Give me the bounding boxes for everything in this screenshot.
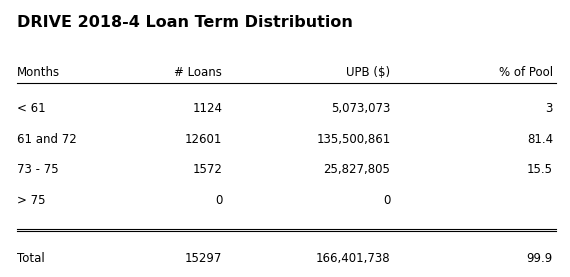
Text: 1572: 1572 — [193, 163, 222, 176]
Text: 81.4: 81.4 — [527, 133, 553, 146]
Text: 12601: 12601 — [185, 133, 222, 146]
Text: 15297: 15297 — [185, 252, 222, 265]
Text: > 75: > 75 — [17, 194, 46, 207]
Text: 5,073,073: 5,073,073 — [331, 102, 390, 116]
Text: 3: 3 — [545, 102, 553, 116]
Text: 25,827,805: 25,827,805 — [324, 163, 390, 176]
Text: 166,401,738: 166,401,738 — [316, 252, 390, 265]
Text: < 61: < 61 — [17, 102, 46, 116]
Text: 1124: 1124 — [192, 102, 222, 116]
Text: # Loans: # Loans — [174, 66, 222, 79]
Text: 0: 0 — [215, 194, 222, 207]
Text: 15.5: 15.5 — [527, 163, 553, 176]
Text: % of Pool: % of Pool — [499, 66, 553, 79]
Text: Months: Months — [17, 66, 60, 79]
Text: UPB ($): UPB ($) — [347, 66, 390, 79]
Text: DRIVE 2018-4 Loan Term Distribution: DRIVE 2018-4 Loan Term Distribution — [17, 15, 353, 30]
Text: Total: Total — [17, 252, 45, 265]
Text: 61 and 72: 61 and 72 — [17, 133, 77, 146]
Text: 0: 0 — [383, 194, 390, 207]
Text: 99.9: 99.9 — [527, 252, 553, 265]
Text: 73 - 75: 73 - 75 — [17, 163, 59, 176]
Text: 135,500,861: 135,500,861 — [316, 133, 390, 146]
